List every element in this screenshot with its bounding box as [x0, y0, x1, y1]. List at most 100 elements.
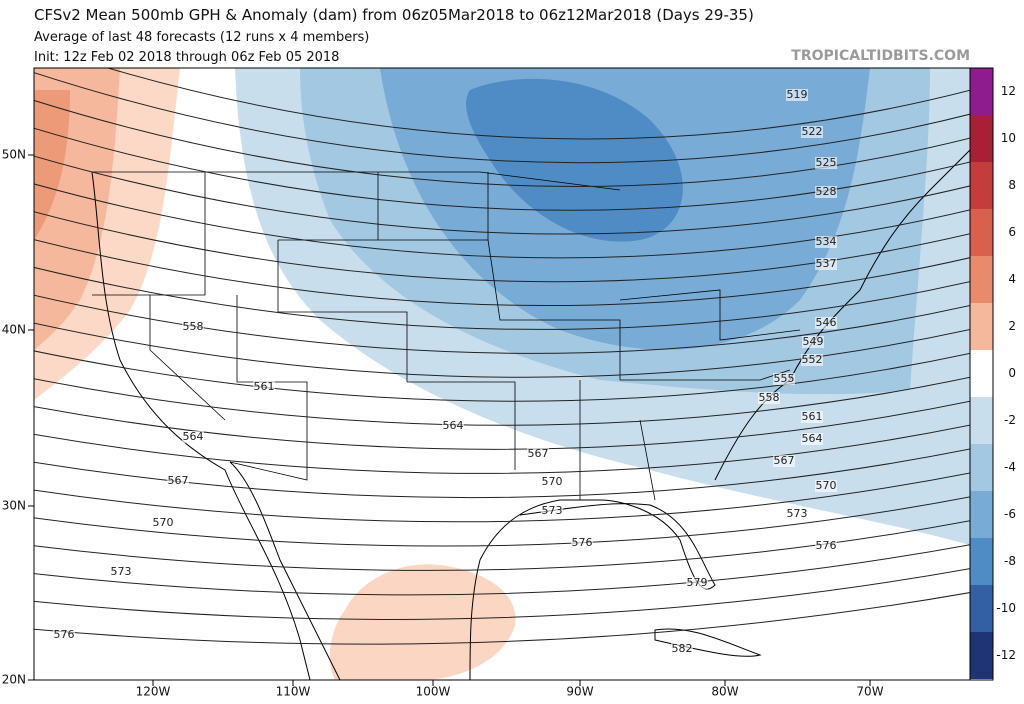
contour-label: 576 — [572, 536, 593, 549]
contour-label: 582 — [672, 642, 693, 655]
colorbar-swatch — [970, 397, 993, 444]
contour-label: 525 — [816, 156, 837, 169]
anomaly-positive — [34, 90, 70, 240]
contour-label-bg — [801, 354, 823, 366]
colorbar-swatch — [970, 209, 993, 256]
contour-label: 564 — [443, 419, 464, 432]
contour-label: 549 — [803, 335, 824, 348]
contour-label-bg — [253, 381, 275, 393]
contour-label-bg — [152, 517, 174, 529]
contour-label: 564 — [183, 430, 204, 443]
contour-label-bg — [801, 126, 823, 138]
contour-line — [34, 448, 970, 499]
lon-label: 110W — [276, 685, 311, 699]
contour-line — [34, 568, 970, 620]
contour-label: 567 — [774, 454, 795, 467]
title: CFSv2 Mean 500mb GPH & Anomaly (dam) fro… — [34, 6, 754, 24]
lon-label: 80W — [711, 685, 738, 699]
colorbar-label: 6 — [1008, 225, 1016, 239]
contour-line — [34, 72, 970, 164]
contour-label-bg — [786, 508, 808, 520]
contour-label-bg — [815, 258, 837, 270]
colorbar-label: 4 — [1008, 272, 1016, 286]
contour-label-bg — [182, 431, 204, 443]
contour-label-bg — [671, 643, 693, 655]
contour-label: 528 — [816, 185, 837, 198]
contour-label-bg — [815, 236, 837, 248]
contour-line — [34, 211, 970, 283]
contour-label: 567 — [528, 447, 549, 460]
colorbar-label: -2 — [1004, 413, 1016, 427]
contour-label-bg — [815, 157, 837, 169]
colorbar-swatch — [970, 303, 993, 350]
colorbar-swatch — [970, 444, 993, 491]
contour-label-bg — [815, 480, 837, 492]
contour-line — [106, 68, 970, 140]
contour-label: 573 — [787, 507, 808, 520]
contour-label: 537 — [816, 257, 837, 270]
contour-line — [34, 127, 970, 211]
contour-label-bg — [758, 392, 780, 404]
contour-line — [34, 592, 970, 645]
contour-label: 522 — [802, 125, 823, 138]
contour-label-bg — [773, 373, 795, 385]
contour-line — [34, 400, 970, 450]
colorbar-label: -6 — [1004, 507, 1016, 521]
colorbar-frame — [969, 67, 994, 681]
contour-label: 567 — [168, 474, 189, 487]
colorbar-swatch — [970, 350, 993, 397]
contour-label-bg — [571, 537, 593, 549]
contour-label-bg — [801, 411, 823, 423]
lon-label: 120W — [136, 685, 171, 699]
colorbar-label: -12 — [996, 648, 1016, 662]
contour-line — [34, 99, 970, 187]
contour-label-bg — [815, 186, 837, 198]
contour-label-bg — [815, 317, 837, 329]
contour-label-bg — [442, 420, 464, 432]
contour-label-bg — [801, 433, 823, 445]
colorbar-label: 12 — [1001, 84, 1016, 98]
contour-line — [34, 472, 970, 523]
contour-label-bg — [541, 505, 563, 517]
colorbar-swatch — [970, 256, 993, 303]
colorbar-label: 8 — [1008, 178, 1016, 192]
contour-label: 519 — [787, 88, 808, 101]
colorbar-swatch — [970, 585, 993, 632]
colorbar-label: -4 — [1004, 460, 1016, 474]
colorbar-label: 10 — [1001, 131, 1016, 145]
contour-line — [34, 322, 970, 378]
contour-label: 576 — [816, 539, 837, 552]
colorbar-swatch — [970, 491, 993, 538]
map-area: 519 522 525 528 534 537 546 549 552 555 558 561 564 5… — [34, 68, 970, 680]
lat-label: 40N — [2, 323, 26, 337]
contour-line — [34, 239, 970, 307]
contour-line — [34, 520, 970, 571]
contour-label-bg — [53, 629, 75, 641]
colorbar-swatch — [970, 162, 993, 209]
contour-lines — [34, 68, 970, 645]
contour-label-bg — [686, 577, 708, 589]
anomaly-negative — [466, 78, 683, 242]
watermark: TROPICALTIDBITS.COM — [791, 48, 970, 64]
colorbar-label: 0 — [1008, 366, 1016, 380]
contour-line — [34, 155, 970, 235]
contour-label: 576 — [54, 628, 75, 641]
contour-label: 552 — [802, 353, 823, 366]
contour-label-bg — [786, 89, 808, 101]
contour-label: 570 — [153, 516, 174, 529]
contour-label-bg — [182, 321, 204, 333]
colorbar-swatch — [970, 538, 993, 585]
contour-label: 546 — [816, 316, 837, 329]
contour-label: 573 — [542, 504, 563, 517]
subtitle: Average of last 48 forecasts (12 runs x … — [34, 30, 369, 45]
contour-label: 564 — [802, 432, 823, 445]
contour-line — [34, 350, 970, 402]
contour-label: 570 — [542, 475, 563, 488]
lat-label: 50N — [2, 148, 26, 162]
colorbar-label: -10 — [996, 601, 1016, 615]
contour-label-bg — [167, 475, 189, 487]
contour-label-bg — [773, 455, 795, 467]
contour-label-bg — [815, 540, 837, 552]
contour-label: 534 — [816, 235, 837, 248]
